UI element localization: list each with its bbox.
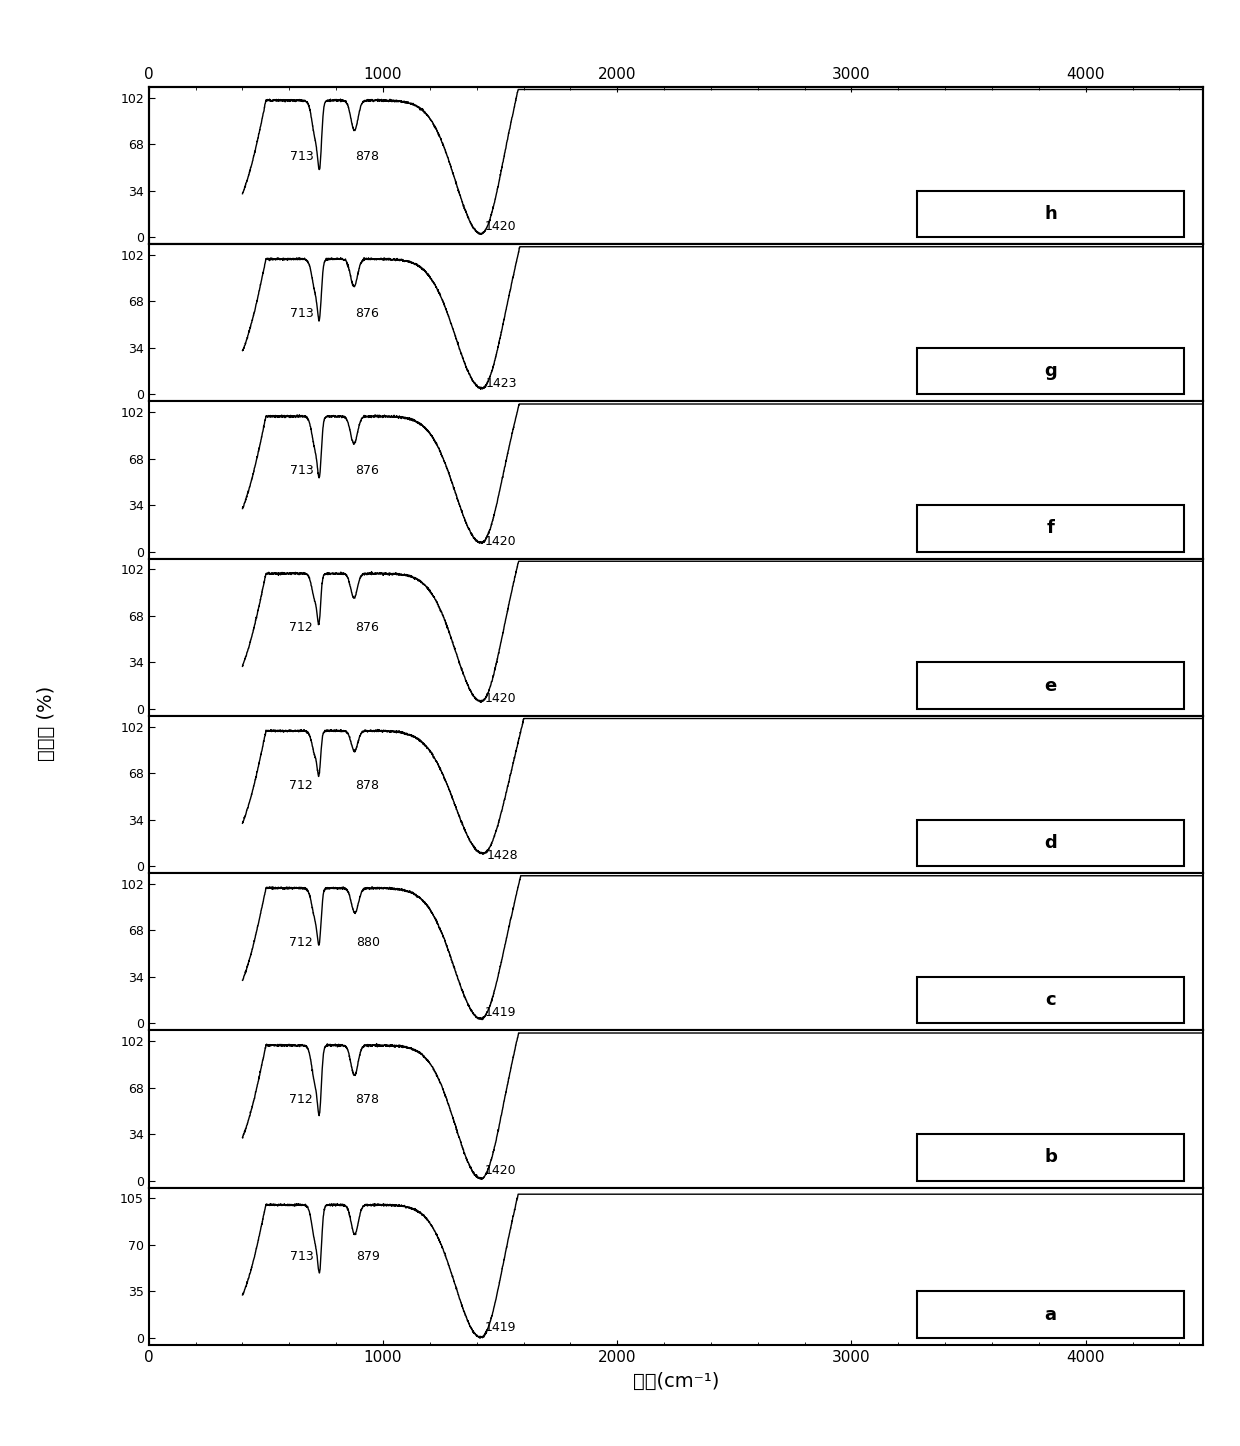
Text: 1420: 1420 [485, 535, 517, 548]
Text: 1420: 1420 [485, 1164, 517, 1177]
Bar [918, 191, 1184, 237]
Text: 712: 712 [289, 936, 314, 949]
Text: 713: 713 [290, 150, 314, 162]
Bar [918, 977, 1184, 1024]
Text: 1419: 1419 [485, 1006, 516, 1019]
X-axis label: 波数(cm⁻¹): 波数(cm⁻¹) [632, 1372, 719, 1391]
Text: 876: 876 [355, 622, 379, 635]
Text: 1423: 1423 [486, 377, 517, 390]
Text: g: g [1044, 362, 1056, 380]
Text: 1420: 1420 [485, 691, 517, 704]
Text: 透光率 (%): 透光率 (%) [37, 685, 56, 761]
Text: 876: 876 [355, 307, 379, 320]
Text: 712: 712 [289, 622, 314, 635]
Text: e: e [1044, 677, 1056, 694]
Text: 1420: 1420 [485, 220, 517, 233]
Text: 878: 878 [356, 1093, 379, 1106]
Text: 880: 880 [356, 936, 381, 949]
Bar [918, 820, 1184, 866]
Text: 713: 713 [290, 1251, 314, 1264]
Text: 876: 876 [355, 464, 379, 477]
Bar [918, 1134, 1184, 1181]
Text: d: d [1044, 834, 1056, 852]
Text: f: f [1047, 519, 1054, 538]
Text: 712: 712 [289, 778, 314, 791]
Text: b: b [1044, 1148, 1056, 1167]
Text: 713: 713 [290, 464, 314, 477]
Text: 879: 879 [356, 1251, 379, 1264]
Text: a: a [1044, 1306, 1056, 1323]
Text: h: h [1044, 205, 1056, 223]
Text: 1419: 1419 [485, 1322, 516, 1335]
Text: 1428: 1428 [487, 849, 518, 862]
Bar [918, 348, 1184, 395]
Bar [918, 662, 1184, 709]
Bar [918, 1291, 1184, 1338]
Text: 878: 878 [356, 778, 379, 791]
Text: c: c [1045, 991, 1056, 1009]
Text: 878: 878 [356, 150, 379, 162]
Text: 712: 712 [289, 1093, 314, 1106]
Bar [918, 505, 1184, 552]
Text: 713: 713 [290, 307, 314, 320]
